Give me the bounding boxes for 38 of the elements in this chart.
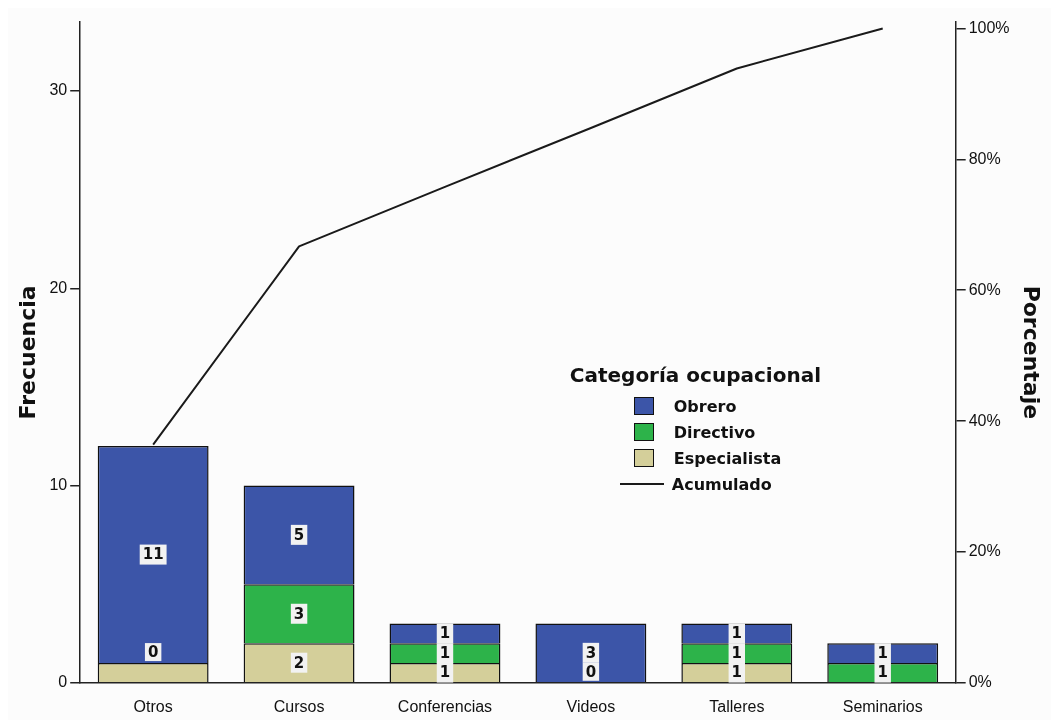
- legend-title: Categoría ocupacional: [569, 363, 821, 387]
- data-label: 1: [439, 644, 451, 663]
- y2-tick-label: 40%: [968, 411, 1001, 429]
- data-label: 3: [293, 604, 305, 623]
- y2-tick-label: 60%: [968, 280, 1001, 298]
- y2-axis-title: Porcentaje: [1019, 285, 1045, 420]
- data-label: 1: [877, 663, 888, 682]
- x-tick-label: Cursos: [273, 697, 325, 715]
- x-tick-label: Seminarios: [842, 697, 923, 715]
- data-label: 11: [142, 545, 164, 564]
- legend-label: Especialista: [673, 448, 782, 468]
- legend-label: Obrero: [673, 396, 737, 416]
- y2-tick-label: 80%: [968, 149, 1001, 167]
- y-axis-title: Frecuencia: [14, 285, 40, 420]
- x-tick-label: Otros: [133, 697, 173, 715]
- y-tick-label: 0: [58, 673, 68, 691]
- data-label: 1: [439, 624, 451, 643]
- data-label: 1: [877, 644, 888, 663]
- annotation: 0: [147, 642, 159, 661]
- x-tick-label: Talleres: [709, 697, 765, 715]
- y-tick-label: 20: [49, 278, 68, 296]
- legend-label: Directivo: [673, 422, 756, 442]
- data-label: 1: [439, 663, 451, 682]
- data-label: 1: [731, 624, 743, 643]
- data-label: 1: [731, 644, 743, 663]
- y2-tick-label: 0%: [968, 673, 992, 691]
- data-label: 5: [293, 525, 305, 544]
- x-tick-label: Videos: [566, 697, 616, 715]
- y-tick-label: 10: [49, 475, 68, 493]
- y2-tick-label: 100%: [968, 18, 1010, 36]
- y-tick-label: 30: [49, 81, 68, 99]
- x-tick-label: Conferencias: [397, 697, 493, 715]
- y2-tick-label: 20%: [968, 542, 1001, 560]
- data-label: 1: [731, 663, 743, 682]
- data-label: 3: [585, 643, 597, 662]
- annotation: 0: [585, 662, 597, 681]
- legend-label: Acumulado: [671, 474, 772, 494]
- data-label: 2: [293, 653, 305, 672]
